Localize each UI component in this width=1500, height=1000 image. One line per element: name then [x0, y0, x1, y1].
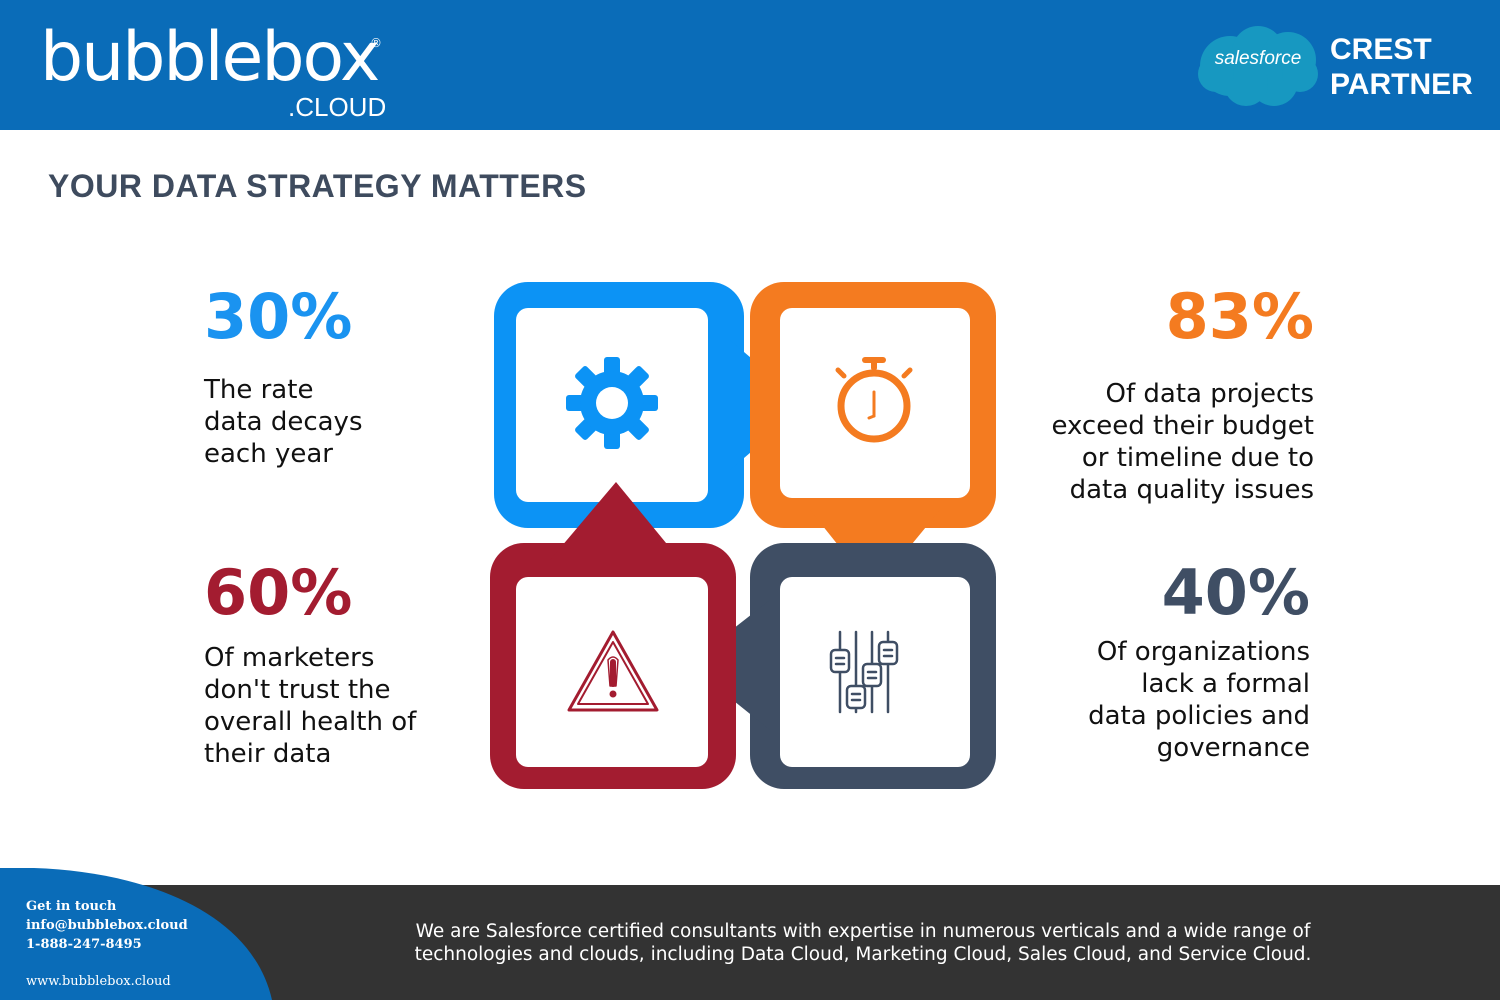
- logo-wordmark: bubblebox: [40, 18, 380, 97]
- partner-label: PARTNER: [1330, 68, 1473, 101]
- contact-phone-link[interactable]: 1-888-247-8495: [26, 937, 142, 952]
- stopwatch-icon: [835, 357, 913, 443]
- data-strategy-graphic: [490, 282, 996, 789]
- stat-marketers-trust: 60% Of marketers don't trust the overall…: [204, 558, 416, 770]
- stat-description: Of data projects exceed their budget or …: [1051, 379, 1314, 505]
- footer-description: We are Salesforce certified consultants …: [414, 921, 1312, 965]
- crest-partner-label: CREST PARTNER: [1330, 32, 1473, 102]
- stat-organizations-governance: 40% Of organizations lack a formal data …: [1088, 558, 1310, 764]
- warning-icon: [567, 630, 659, 712]
- stat-description: The rate data decays each year: [204, 375, 363, 469]
- sliders-icon: [829, 630, 899, 714]
- salesforce-cloud-icon: [1198, 26, 1318, 106]
- footer-contact-shape: [0, 868, 272, 1000]
- bubblebox-logo[interactable]: bubblebox ® .CLOUD: [40, 18, 386, 123]
- contact-heading: Get in touch: [26, 899, 117, 914]
- crest-label: CREST: [1330, 33, 1432, 66]
- contact-email-link[interactable]: info@bubblebox.cloud: [26, 918, 188, 933]
- header-banner: bubblebox ® .CLOUD salesforce CREST PART…: [0, 0, 1500, 130]
- salesforce-wordmark: salesforce: [1214, 48, 1302, 69]
- stat-data-decay: 30% The rate data decays each year: [204, 282, 363, 470]
- stat-description: Of marketers don't trust the overall hea…: [204, 643, 417, 769]
- stat-description: Of organizations lack a formal data poli…: [1088, 637, 1310, 763]
- stat-value: 83%: [1165, 280, 1314, 353]
- stat-value: 30%: [204, 280, 353, 353]
- crimson-tile: [490, 482, 736, 789]
- website-link[interactable]: www.bubblebox.cloud: [26, 974, 171, 989]
- stat-value: 40%: [1161, 556, 1310, 629]
- logo-cloud-suffix: .CLOUD: [288, 92, 387, 122]
- page-title: YOUR DATA STRATEGY MATTERS: [48, 168, 587, 204]
- contact-block: Get in touch info@bubblebox.cloud 1-888-…: [26, 897, 188, 991]
- stat-data-projects: 83% Of data projects exceed their budget…: [1051, 282, 1314, 506]
- gear-icon: [566, 357, 658, 449]
- stat-value: 60%: [204, 556, 353, 629]
- logo-registered-mark: ®: [370, 36, 382, 50]
